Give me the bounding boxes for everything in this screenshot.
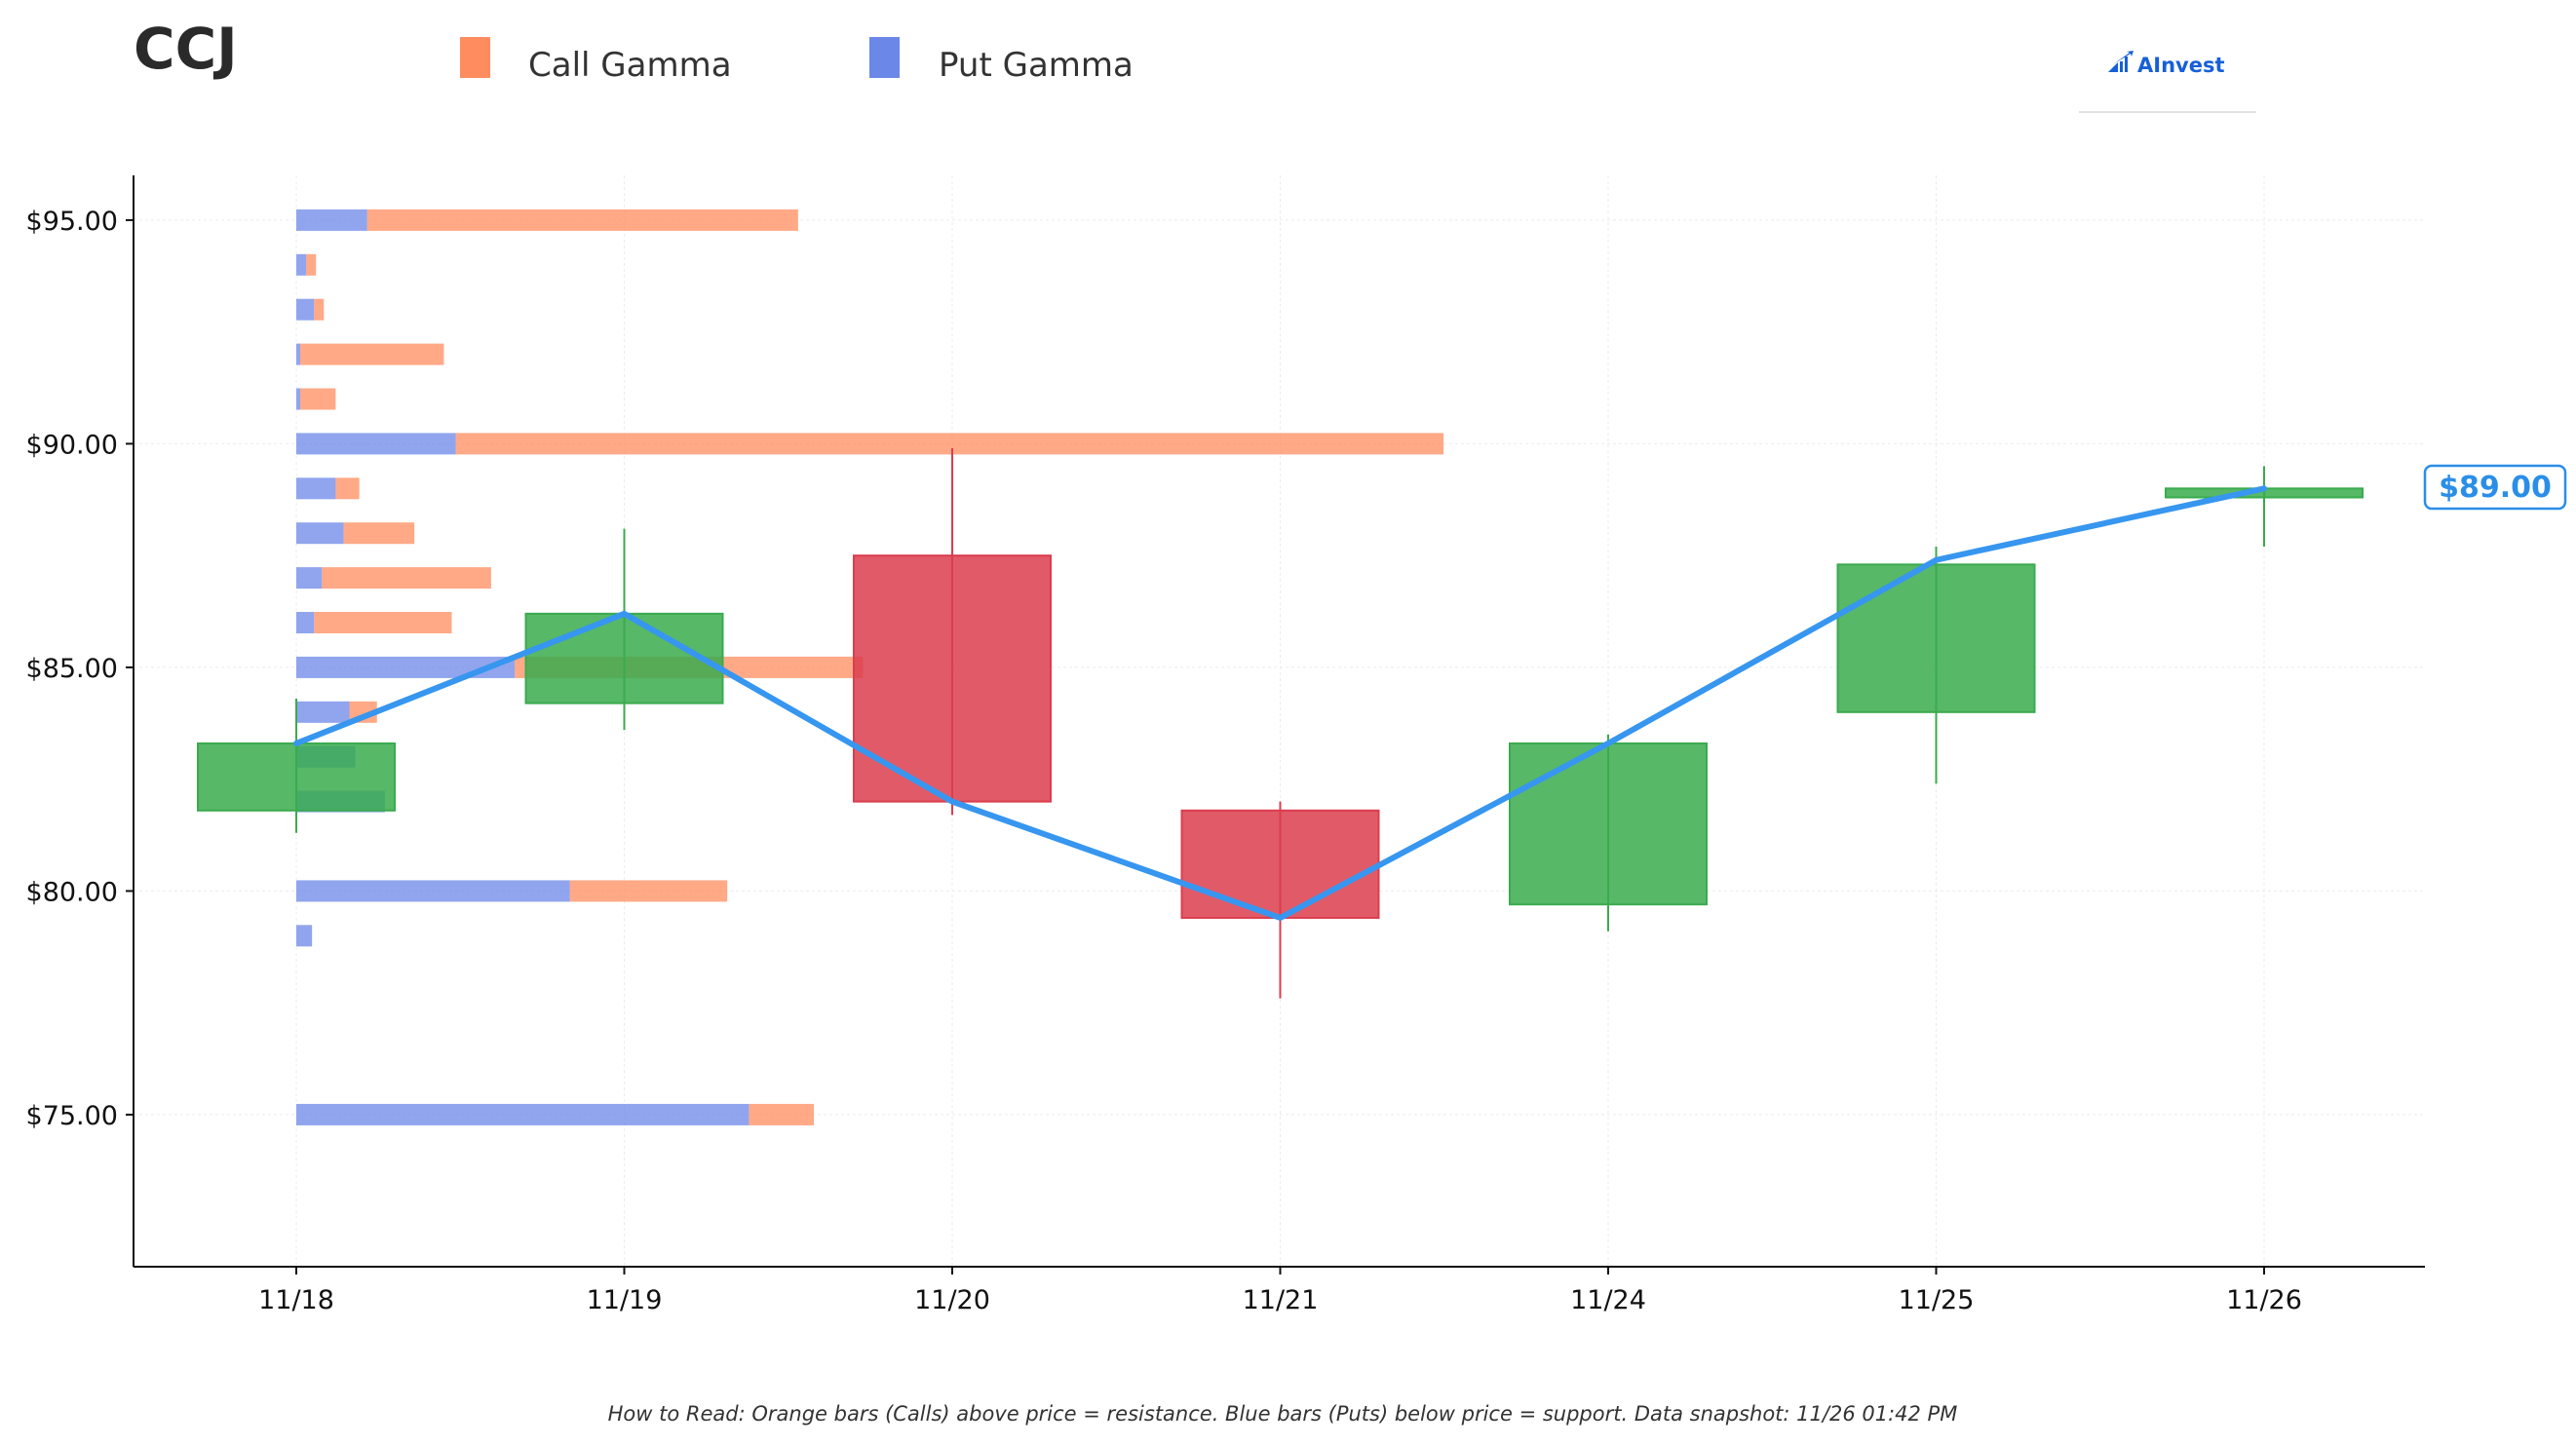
put-gamma-bar [296,925,313,947]
put-gamma-bar [296,1103,750,1125]
price-tag-box [2423,464,2567,511]
call-gamma-bar [306,253,317,276]
candle-body [197,742,396,812]
candle-body [1509,742,1708,906]
call-gamma-bar [343,522,415,545]
put-gamma-bar [296,567,323,590]
put-gamma-bar [296,880,570,902]
how-to-read-note: How to Read: Orange bars (Calls) above p… [608,1402,1958,1426]
price-line [293,485,2267,921]
x-tick-label: 11/18 [258,1285,334,1315]
call-gamma-bar [366,209,798,231]
put-gamma-bar [296,343,301,365]
put-gamma-bar [296,298,315,321]
x-tick-label: 11/25 [1899,1285,1975,1315]
put-gamma-bar [296,701,350,723]
candles [197,448,2364,999]
call-gamma-bar [569,880,728,902]
price-tag-label: $89.00 [2439,471,2552,505]
x-tick-label: 11/24 [1570,1285,1646,1315]
put-gamma-bar [296,477,336,500]
axes: $75.00 $80.00 $85.00 $90.00 $95.00 11/18 11/19… [26,175,2425,1315]
put-gamma-bar [296,656,516,678]
call-gamma-bar [300,388,336,410]
call-gamma-bar [322,567,491,590]
put-gamma-bar [296,433,456,455]
ainvest-logo-icon [2108,51,2134,72]
current-price-tag: $89.00 [2423,464,2567,511]
legend-put-label: Put Gamma [939,46,1134,85]
legend-put-swatch [869,37,900,78]
x-tick-label: 11/19 [587,1285,663,1315]
legend-call-label: Call Gamma [528,46,732,85]
ticker-title: CCJ [134,16,238,82]
put-gamma-bar [296,253,307,276]
call-gamma-bar [749,1103,814,1125]
call-gamma-bar [335,477,360,500]
legend: Call Gamma Put Gamma [460,37,1134,85]
put-gamma-bar [296,612,315,634]
y-tick-label: $95.00 [26,207,118,237]
gamma-bars [296,209,1444,1125]
x-tick-label: 11/21 [1243,1285,1319,1315]
call-gamma-bar [314,298,325,321]
y-tick-label: $90.00 [26,430,118,460]
put-gamma-bar [296,522,344,545]
logo-text: AInvest [2137,54,2225,77]
put-gamma-bar [296,388,301,410]
x-tick-label: 11/26 [2226,1285,2302,1315]
ainvest-logo: AInvest [2079,51,2256,113]
y-tick-label: $75.00 [26,1101,118,1131]
candle-body [1836,563,2036,713]
y-tick-label: $80.00 [26,877,118,907]
call-gamma-bar [300,343,444,365]
grid [134,175,2425,1267]
price-line-path [293,485,2267,921]
call-gamma-bar [455,433,1444,455]
put-gamma-bar [296,209,367,231]
y-tick-label: $85.00 [26,654,118,684]
x-tick-label: 11/20 [914,1285,990,1315]
candle-body [524,612,724,704]
call-gamma-bar [314,612,452,634]
candle-body [1180,809,1380,919]
legend-call-swatch [460,37,490,78]
